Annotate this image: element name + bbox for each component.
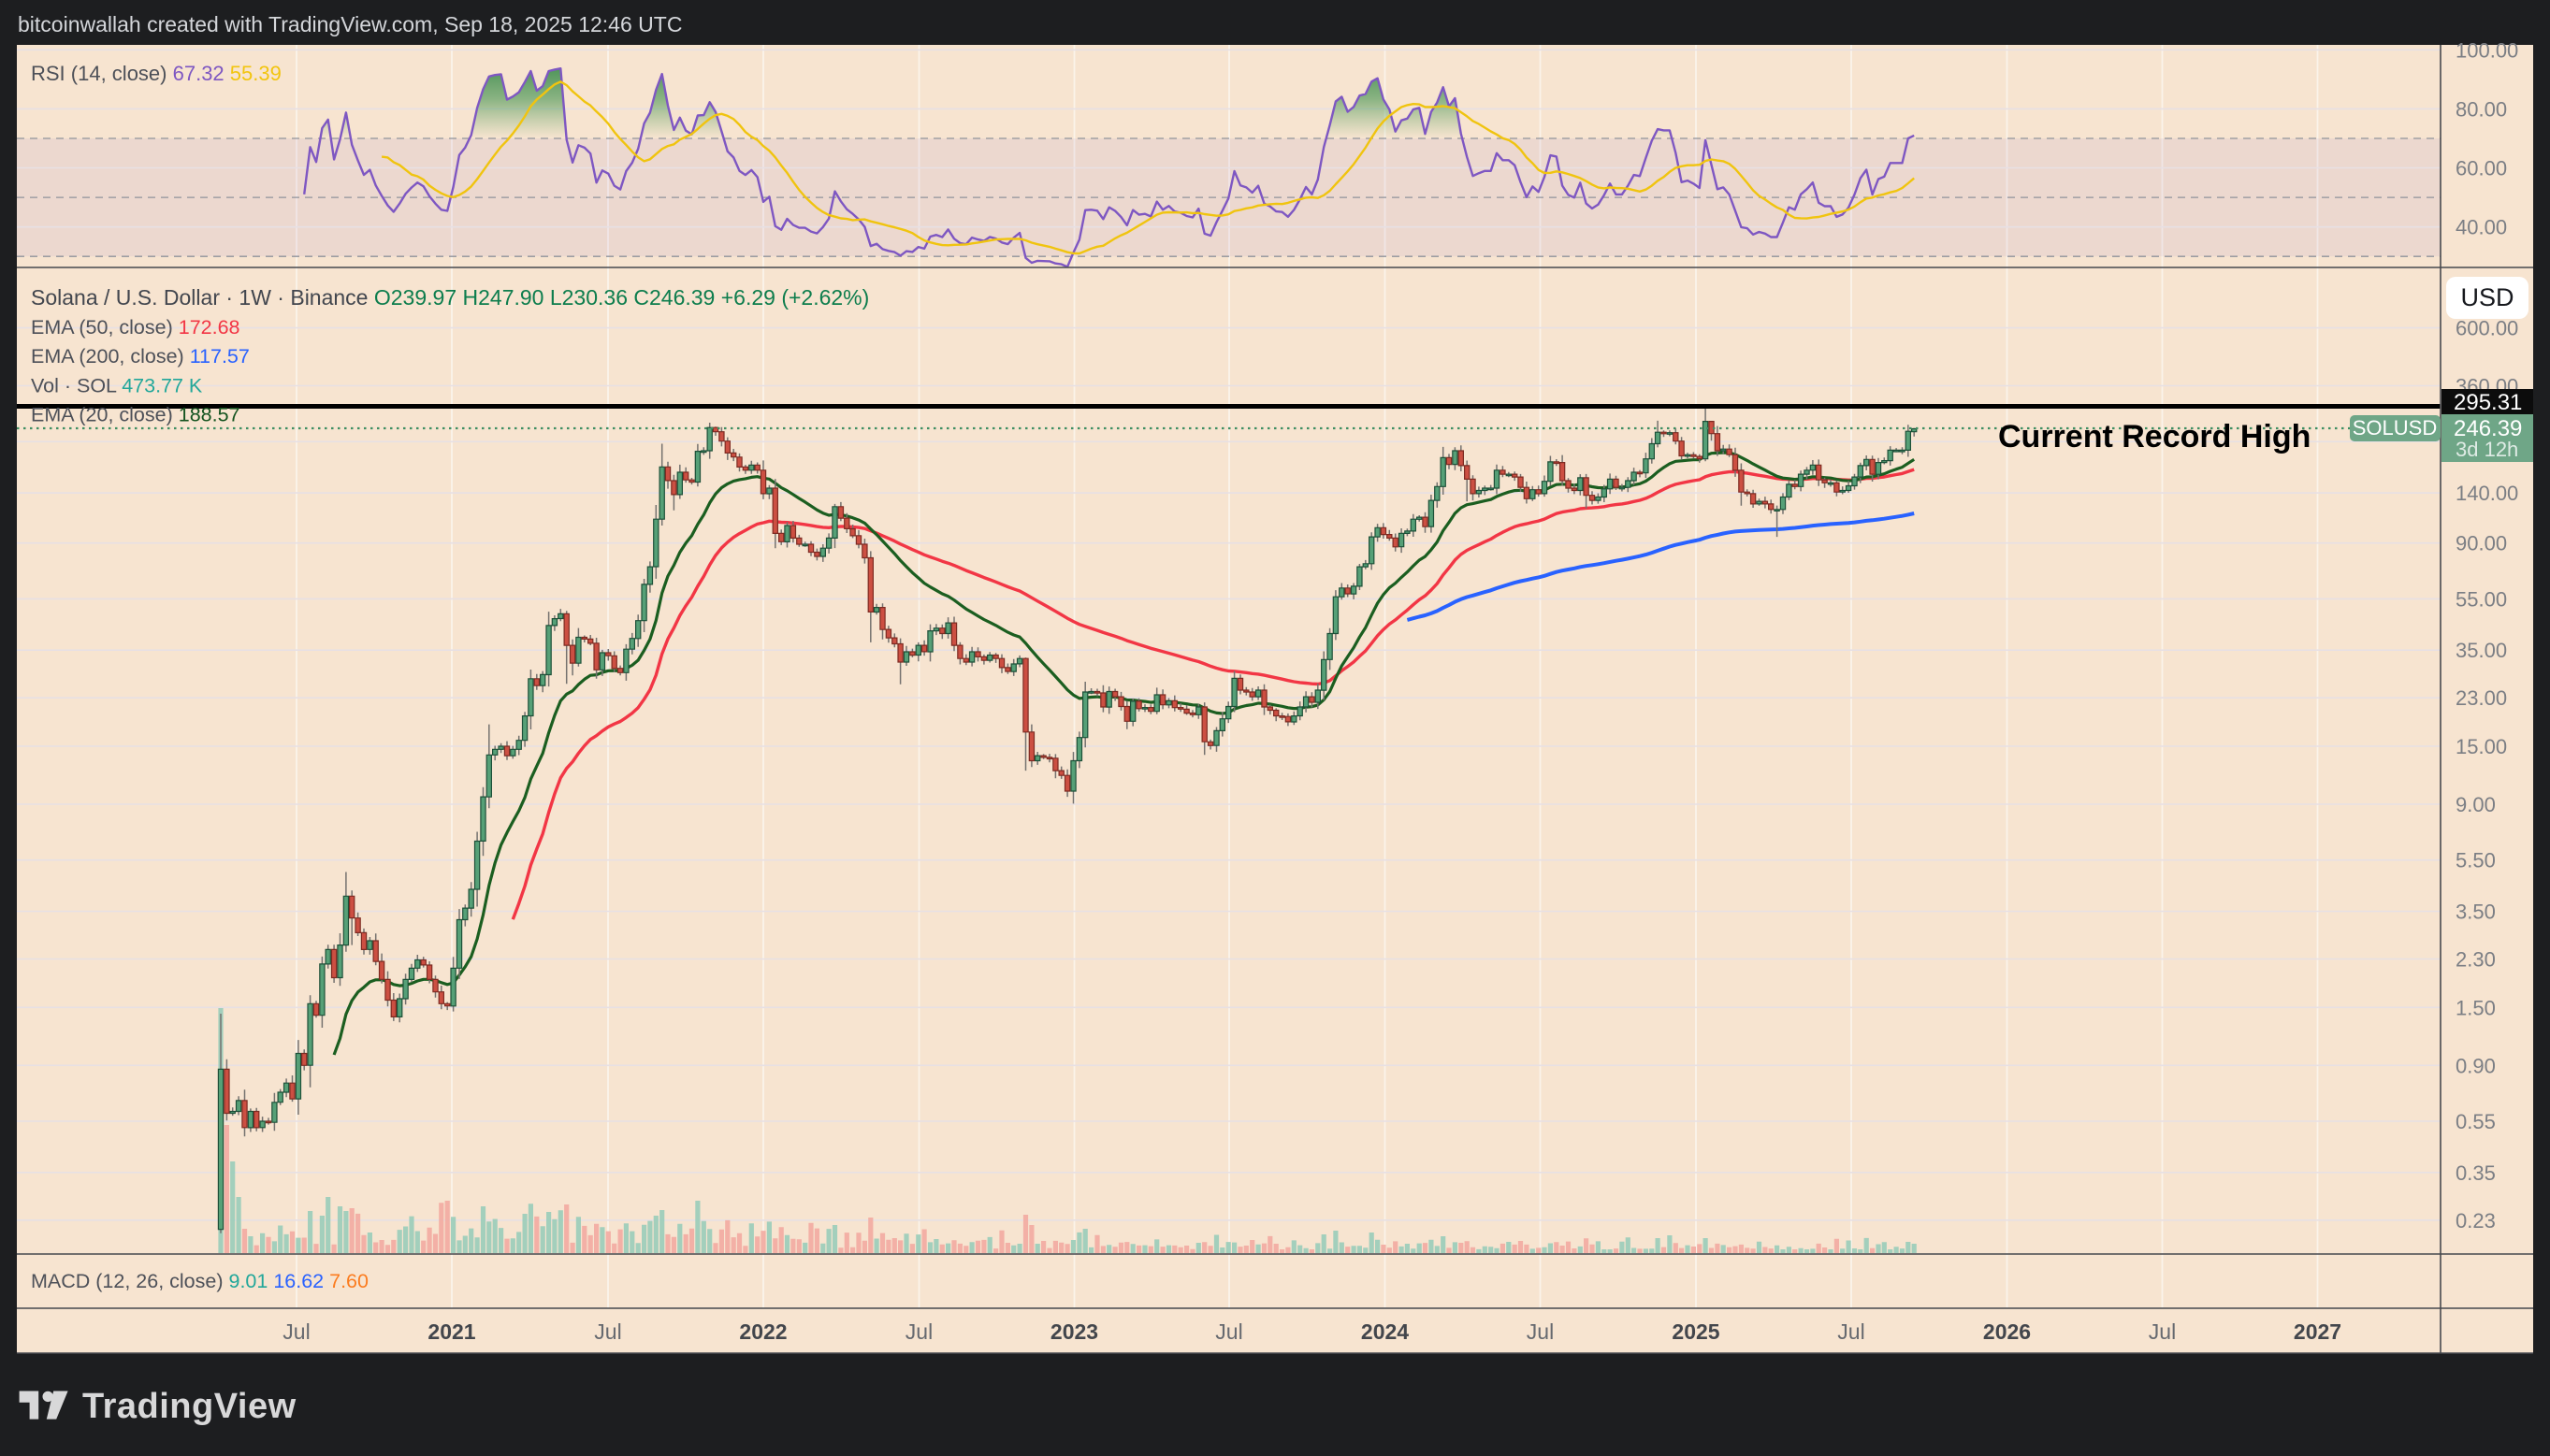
svg-text:Solana / U.S. Dollar · 1W · Bi: Solana / U.S. Dollar · 1W · Binance O239… — [31, 285, 869, 310]
svg-text:2025: 2025 — [1672, 1319, 1719, 1344]
svg-text:Jul: Jul — [1215, 1319, 1242, 1344]
svg-text:2027: 2027 — [2294, 1319, 2341, 1344]
svg-text:246.39: 246.39 — [2454, 416, 2522, 441]
svg-text:2021: 2021 — [427, 1319, 475, 1344]
svg-text:1.50: 1.50 — [2456, 996, 2496, 1019]
svg-text:0.23: 0.23 — [2456, 1209, 2496, 1233]
svg-text:23.00: 23.00 — [2456, 686, 2507, 710]
svg-text:Jul: Jul — [594, 1319, 621, 1344]
svg-text:Current Record High: Current Record High — [1998, 419, 2311, 454]
svg-text:0.55: 0.55 — [2456, 1110, 2496, 1133]
svg-text:60.00: 60.00 — [2456, 157, 2507, 180]
svg-text:EMA (20, close) 188.57: EMA (20, close) 188.57 — [31, 404, 240, 426]
svg-text:USD: USD — [2460, 283, 2514, 311]
svg-text:295.31: 295.31 — [2454, 390, 2522, 415]
svg-text:2022: 2022 — [739, 1319, 787, 1344]
svg-text:90.00: 90.00 — [2456, 532, 2507, 555]
svg-text:55.00: 55.00 — [2456, 587, 2507, 611]
svg-text:5.50: 5.50 — [2456, 849, 2496, 872]
svg-text:600.00: 600.00 — [2456, 317, 2518, 340]
svg-text:Jul: Jul — [283, 1319, 310, 1344]
svg-text:100.00: 100.00 — [2456, 38, 2518, 62]
svg-text:MACD (12, 26, close) 9.01 16.: MACD (12, 26, close) 9.01 16.62 7.60 — [31, 1270, 369, 1292]
svg-text:Jul: Jul — [1527, 1319, 1554, 1344]
svg-text:Jul: Jul — [1837, 1319, 1864, 1344]
svg-text:Vol · SOL 473.77 K: Vol · SOL 473.77 K — [31, 375, 203, 397]
svg-text:35.00: 35.00 — [2456, 639, 2507, 662]
svg-text:9.00: 9.00 — [2456, 793, 2496, 816]
svg-text:EMA (50, close) 172.68: EMA (50, close) 172.68 — [31, 316, 240, 339]
svg-text:2026: 2026 — [1983, 1319, 2031, 1344]
svg-text:bitcoinwallah created with Tra: bitcoinwallah created with TradingView.c… — [18, 12, 682, 36]
svg-text:Jul: Jul — [906, 1319, 933, 1344]
svg-text:3.50: 3.50 — [2456, 901, 2496, 924]
svg-text:0.35: 0.35 — [2456, 1161, 2496, 1185]
svg-text:40.00: 40.00 — [2456, 216, 2507, 239]
svg-text:2.30: 2.30 — [2456, 948, 2496, 972]
svg-text:2024: 2024 — [1361, 1319, 1409, 1344]
svg-text:EMA (200, close) 117.57: EMA (200, close) 117.57 — [31, 345, 250, 368]
svg-text:0.90: 0.90 — [2456, 1054, 2496, 1077]
svg-text:3d 12h: 3d 12h — [2456, 438, 2518, 461]
svg-text:RSI (14, close) 67.32 55.39: RSI (14, close) 67.32 55.39 — [31, 62, 282, 85]
svg-text:140.00: 140.00 — [2456, 482, 2518, 505]
svg-text:80.00: 80.00 — [2456, 97, 2507, 121]
svg-text:2023: 2023 — [1050, 1319, 1098, 1344]
svg-text:Jul: Jul — [2149, 1319, 2176, 1344]
svg-text:15.00: 15.00 — [2456, 735, 2507, 758]
svg-text:TradingView: TradingView — [82, 1387, 297, 1426]
svg-text:SOLUSD: SOLUSD — [2353, 416, 2437, 440]
